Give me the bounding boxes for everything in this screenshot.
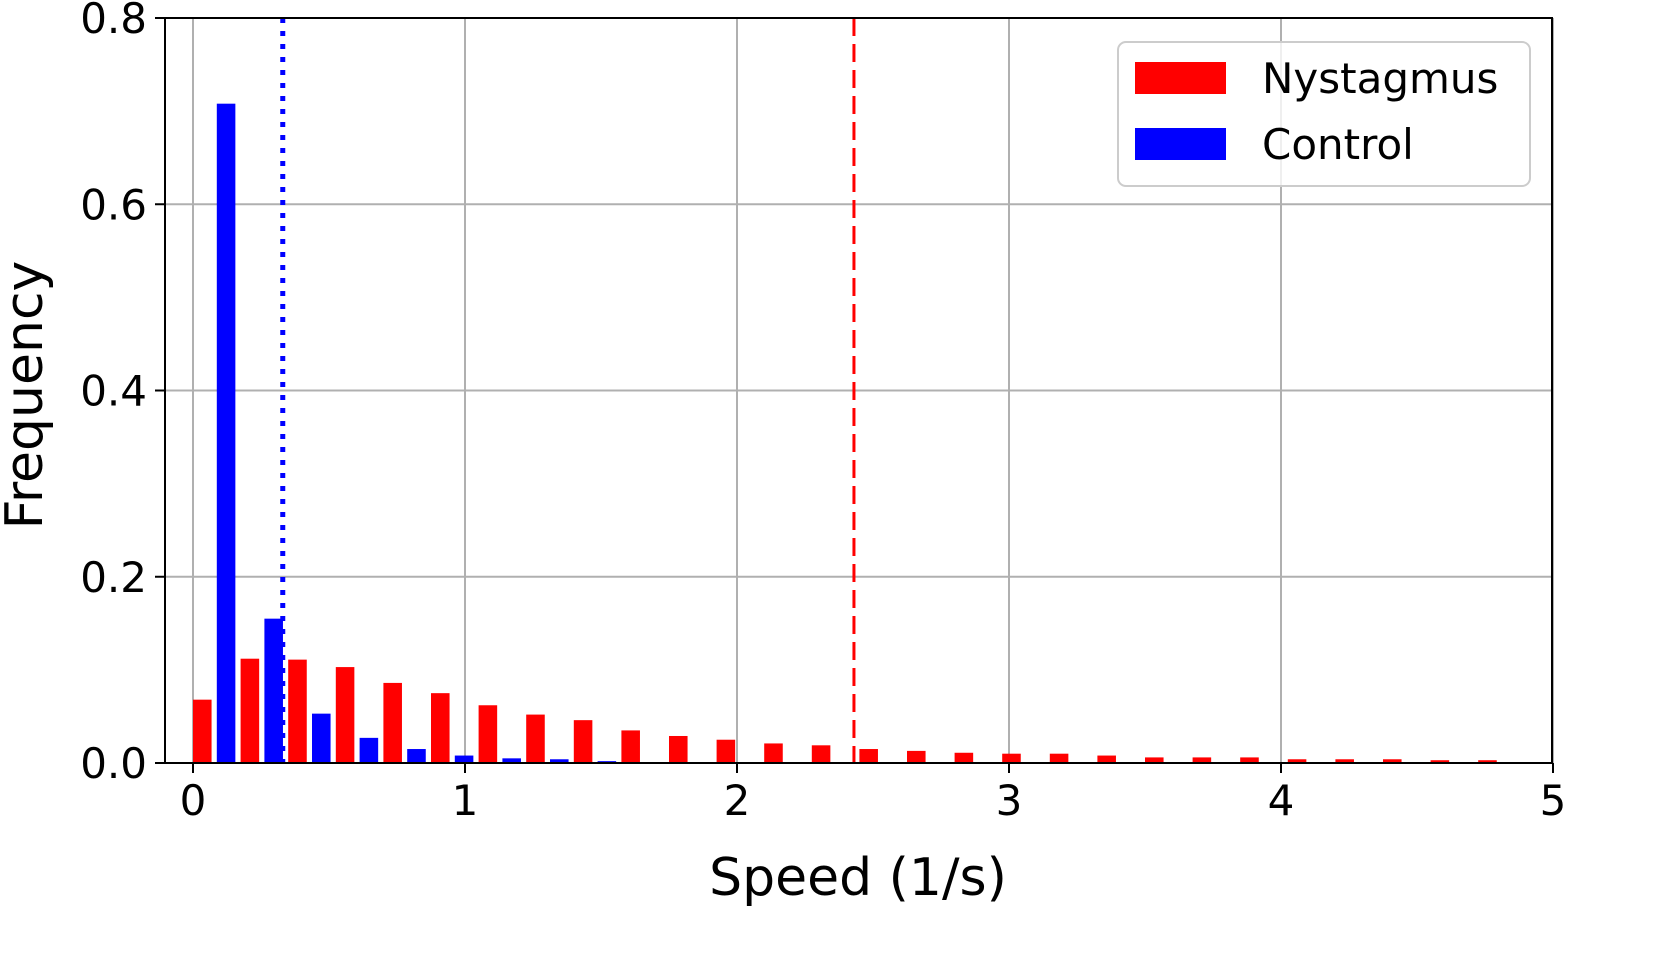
bar-nystagmus — [1335, 759, 1354, 763]
bar-control — [407, 749, 426, 763]
bar-nystagmus — [1430, 760, 1450, 763]
bars-layer — [193, 103, 1497, 764]
bar-nystagmus — [1383, 759, 1402, 763]
ticks-layer: 0 1 2 3 4 5 0.0 0.2 0.4 0.6 0.8 — [80, 0, 1566, 825]
legend-swatch-nystagmus — [1135, 62, 1226, 94]
legend-label-nystagmus: Nystagmus — [1262, 54, 1498, 103]
bar-control — [502, 758, 521, 763]
bar-nystagmus — [1097, 755, 1116, 763]
x-tick-label: 2 — [724, 776, 751, 825]
bar-nystagmus — [383, 682, 402, 763]
bar-nystagmus — [1478, 760, 1497, 763]
bar-control — [550, 759, 569, 763]
legend-label-control: Control — [1262, 120, 1414, 169]
bar-nystagmus — [478, 705, 498, 763]
bar-nystagmus — [1002, 753, 1021, 763]
bar-nystagmus — [288, 659, 307, 763]
bar-control — [359, 737, 379, 763]
y-tick-label: 0.4 — [80, 367, 147, 416]
bar-nystagmus — [859, 749, 878, 763]
bar-nystagmus — [764, 743, 783, 763]
y-tick-label: 0.8 — [80, 0, 147, 43]
y-tick-label: 0.2 — [80, 553, 147, 602]
bar-control — [264, 618, 283, 763]
bar-nystagmus — [431, 693, 450, 763]
bar-nystagmus — [573, 720, 593, 763]
bar-nystagmus — [1287, 759, 1307, 763]
legend: Nystagmus Control — [1117, 41, 1531, 187]
x-tick-label: 1 — [452, 776, 479, 825]
bar-nystagmus — [240, 658, 260, 763]
y-axis-label: Frequency — [0, 261, 55, 530]
x-tick-label: 4 — [1268, 776, 1295, 825]
bar-nystagmus — [526, 714, 545, 763]
bar-nystagmus — [811, 745, 831, 763]
bar-control — [312, 713, 331, 763]
bar-nystagmus — [669, 735, 688, 763]
bar-nystagmus — [1240, 757, 1259, 763]
bar-nystagmus — [716, 739, 736, 763]
bar-nystagmus — [193, 699, 212, 763]
bar-nystagmus — [621, 730, 640, 763]
x-tick-label: 3 — [996, 776, 1023, 825]
reference-lines-layer — [280, 18, 856, 763]
y-tick-label: 0.0 — [80, 739, 147, 788]
x-axis-label: Speed (1/s) — [709, 848, 1007, 908]
bar-nystagmus — [907, 750, 926, 763]
bar-nystagmus — [1049, 753, 1069, 763]
bar-nystagmus — [1145, 757, 1164, 763]
x-tick-label: 5 — [1540, 776, 1567, 825]
bar-nystagmus — [1192, 757, 1212, 763]
x-tick-label: 0 — [180, 776, 207, 825]
bar-control — [454, 755, 474, 763]
bar-nystagmus — [335, 667, 355, 763]
legend-swatch-control — [1135, 128, 1226, 160]
y-tick-label: 0.6 — [80, 180, 147, 229]
bar-nystagmus — [954, 752, 974, 763]
bar-control — [216, 103, 236, 764]
